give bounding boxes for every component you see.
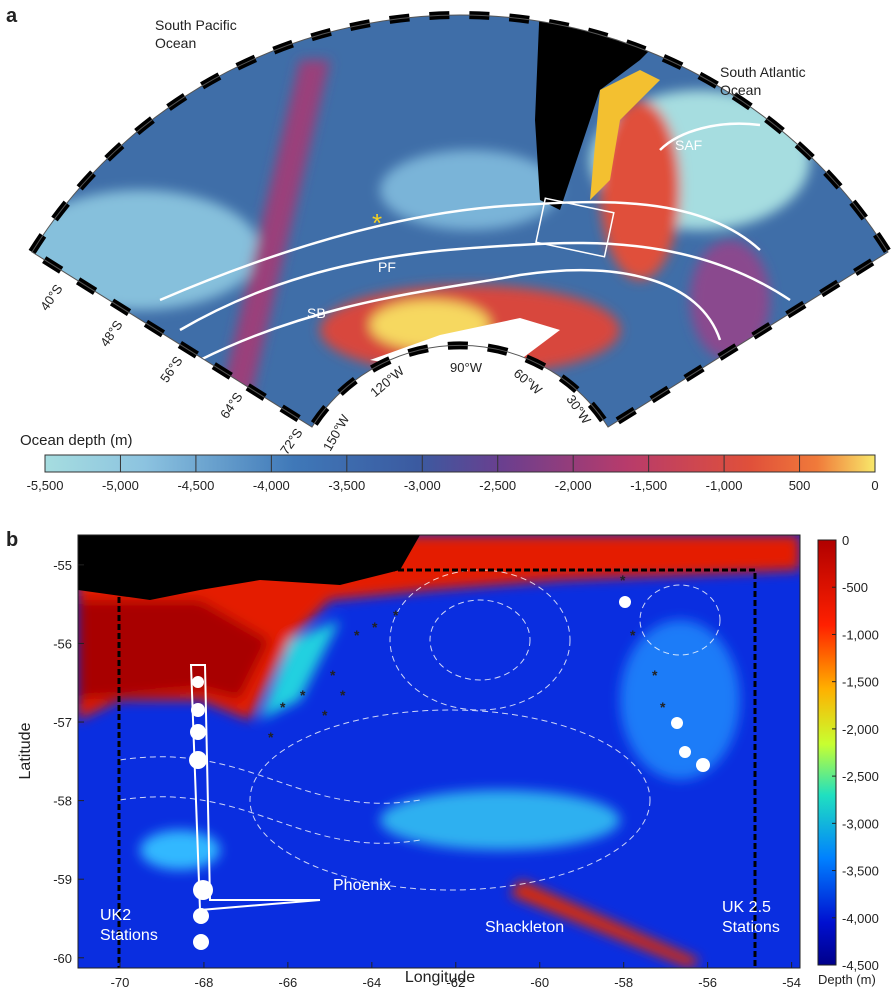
colorbar-title: Depth (m) bbox=[818, 972, 876, 987]
x-tick-label: -68 bbox=[195, 975, 214, 988]
y-tick-label: -56 bbox=[53, 636, 72, 651]
colorbar-tick-label: -3,500 bbox=[328, 478, 365, 493]
colorbar-tick-label: -2,000 bbox=[555, 478, 592, 493]
longitude-label: 90°W bbox=[450, 360, 483, 375]
colorbar-tick-label: -4,500 bbox=[177, 478, 214, 493]
figure: a South PacificOcean South AtlanticOcean… bbox=[0, 0, 893, 988]
colorbar-tick-label: -2,500 bbox=[479, 478, 516, 493]
colorbar-tick-label: -1,000 bbox=[842, 627, 879, 642]
site-marker: * bbox=[372, 208, 382, 238]
panel-label: a bbox=[6, 5, 18, 27]
latitude-label: 56°S bbox=[157, 353, 186, 385]
colorbar-tick-label: -3,000 bbox=[842, 816, 879, 831]
front-label: SB bbox=[307, 305, 326, 321]
colorbar-tick-label: -500 bbox=[842, 580, 868, 595]
svg-text:*: * bbox=[280, 699, 286, 715]
latitude-label: 72°S bbox=[277, 425, 306, 457]
y-tick-label: -57 bbox=[53, 715, 72, 730]
colorbar-tick-label: -1,000 bbox=[706, 478, 743, 493]
svg-text:*: * bbox=[268, 729, 274, 745]
colorbar-tick-label: -4,000 bbox=[842, 911, 879, 926]
latitude-label: 48°S bbox=[97, 317, 126, 349]
colorbar-tick-label: -4,000 bbox=[253, 478, 290, 493]
svg-text:*: * bbox=[393, 607, 399, 623]
colorbar-tick-label: -1,500 bbox=[842, 675, 879, 690]
longitude-label: 150°W bbox=[320, 411, 353, 453]
x-tick-label: -58 bbox=[614, 975, 633, 988]
svg-text:*: * bbox=[322, 707, 328, 723]
colorbar-tick-label: 0 bbox=[842, 533, 849, 548]
annotation: Phoenix bbox=[333, 877, 391, 894]
colorbar-tick-label: 0 bbox=[871, 478, 878, 493]
x-tick-label: -66 bbox=[278, 975, 297, 988]
colorbar-tick-label: -3,000 bbox=[404, 478, 441, 493]
colorbar-tick-label: -3,500 bbox=[842, 864, 879, 879]
y-tick-label: -59 bbox=[53, 872, 72, 887]
panel-label: b bbox=[6, 529, 18, 551]
colorbar-tick-label: -2,500 bbox=[842, 769, 879, 784]
latitude-label: 64°S bbox=[217, 389, 246, 421]
front-label: PF bbox=[378, 259, 396, 275]
colorbar-tick-label: 500 bbox=[789, 478, 811, 493]
colorbar-tick-label: -4,500 bbox=[842, 958, 879, 973]
front-label: SAF bbox=[675, 137, 702, 153]
svg-text:*: * bbox=[300, 687, 306, 703]
longitude-label: 60°W bbox=[511, 366, 546, 398]
y-tick-label: -60 bbox=[53, 951, 72, 966]
colorbar-tick-label: -1,500 bbox=[630, 478, 667, 493]
regional-map: **** **** ***** bbox=[78, 535, 800, 981]
x-tick-label: -62 bbox=[446, 975, 465, 988]
svg-text:*: * bbox=[354, 627, 360, 643]
y-tick-label: -58 bbox=[53, 794, 72, 809]
colorbar bbox=[818, 540, 836, 965]
svg-text:*: * bbox=[660, 699, 666, 715]
svg-text:*: * bbox=[630, 627, 636, 643]
x-tick-label: -70 bbox=[111, 975, 130, 988]
svg-text:*: * bbox=[330, 667, 336, 683]
latitude-label: 40°S bbox=[37, 281, 66, 313]
svg-text:*: * bbox=[372, 619, 378, 635]
colorbar-tick-label: -5,000 bbox=[102, 478, 139, 493]
x-tick-label: -56 bbox=[698, 975, 717, 988]
svg-text:*: * bbox=[340, 687, 346, 703]
annotation: Shackleton bbox=[485, 919, 564, 936]
x-tick-label: -64 bbox=[362, 975, 381, 988]
y-axis-label: Latitude bbox=[17, 722, 34, 779]
colorbar-title: Ocean depth (m) bbox=[20, 432, 133, 449]
colorbar-tick-label: -5,500 bbox=[27, 478, 64, 493]
svg-text:*: * bbox=[620, 572, 626, 588]
colorbar-tick-label: -2,000 bbox=[842, 722, 879, 737]
y-tick-label: -55 bbox=[53, 558, 72, 573]
x-tick-label: -54 bbox=[782, 975, 801, 988]
svg-text:*: * bbox=[652, 667, 658, 683]
x-tick-label: -60 bbox=[530, 975, 549, 988]
colorbar bbox=[45, 455, 875, 472]
